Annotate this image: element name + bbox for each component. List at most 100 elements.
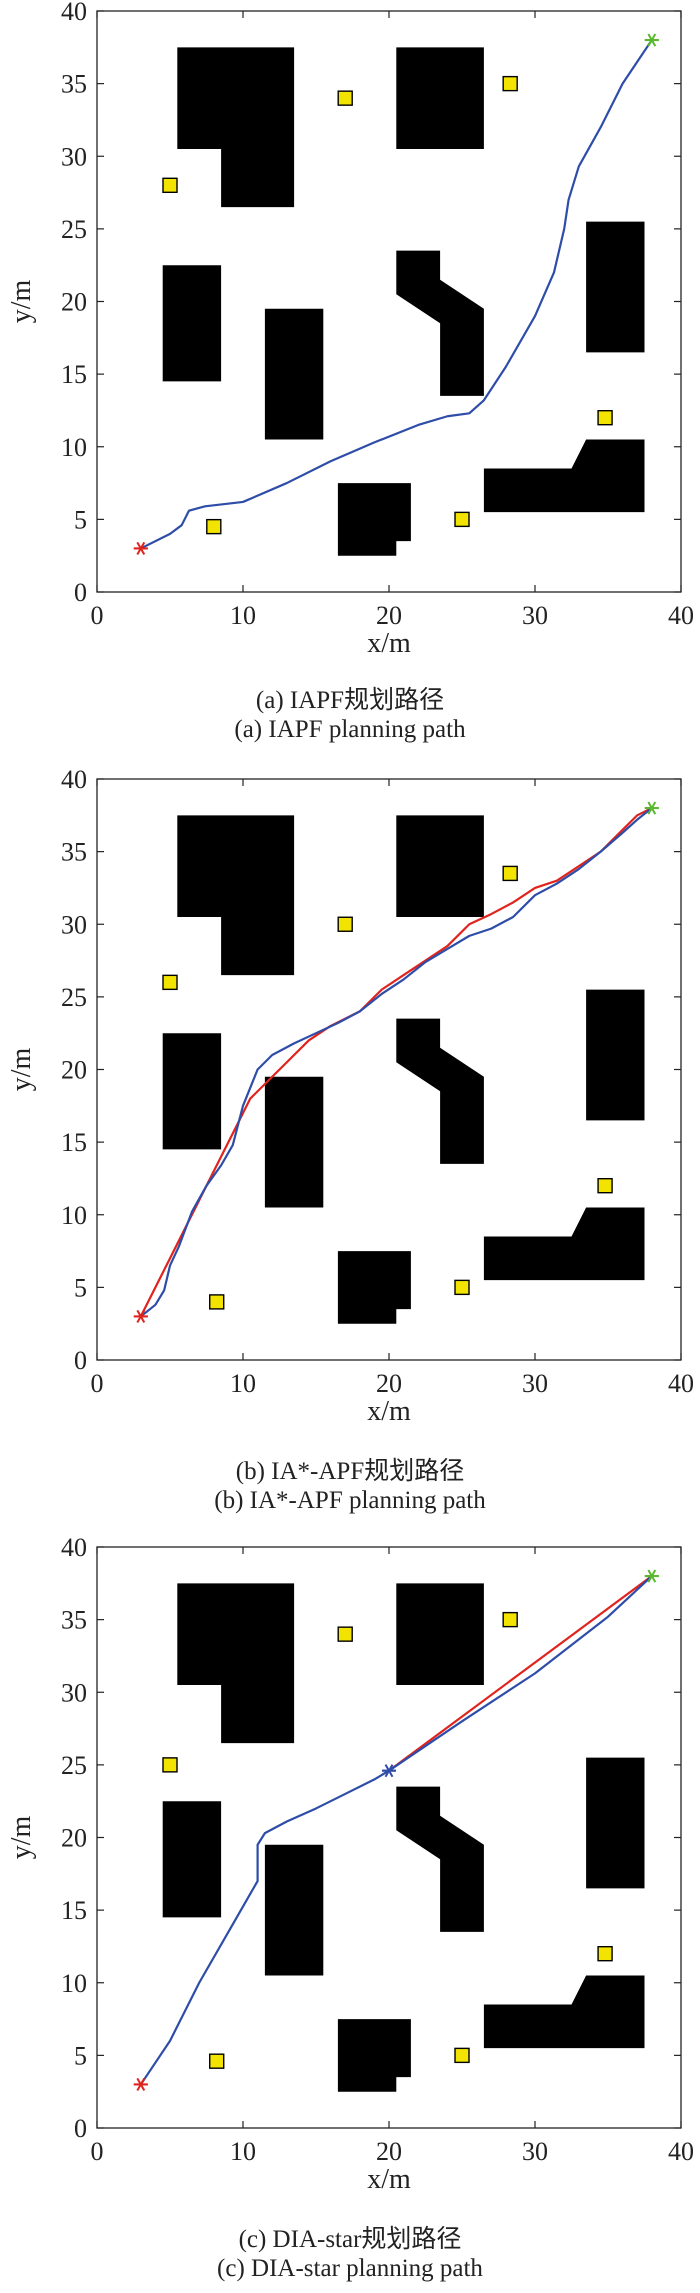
- target-marker: [337, 1626, 353, 1642]
- x-tick-label: 40: [668, 1369, 694, 1398]
- x-tick-label: 30: [522, 601, 548, 630]
- obstacle: [396, 1786, 484, 1932]
- x-tick-label: 20: [376, 2137, 402, 2166]
- obstacle: [162, 1033, 222, 1150]
- caption-c-en: (c) DIA-star planning path: [217, 2255, 483, 2282]
- y-tick-label: 35: [61, 1606, 87, 1635]
- caption-b-en: (b) IA*-APF planning path: [214, 1487, 486, 1514]
- target-marker: [162, 1757, 178, 1773]
- x-axis-label: x/m: [367, 1396, 411, 1427]
- target-marker: [502, 1611, 518, 1628]
- y-tick-label: 5: [74, 2041, 87, 2070]
- target-marker: [454, 1279, 470, 1296]
- obstacle: [483, 1975, 645, 2049]
- y-tick-label: 30: [61, 1678, 87, 1707]
- y-tick-label: 25: [61, 983, 87, 1012]
- target-marker: [337, 90, 353, 106]
- y-tick-label: 5: [74, 505, 87, 534]
- obstacle: [483, 1207, 645, 1281]
- y-tick-label: 20: [61, 288, 87, 317]
- caption-b-cn: (b) IA*-APF规划路径: [235, 1458, 465, 1485]
- y-tick-label: 0: [74, 2114, 87, 2143]
- obstacle: [264, 1844, 324, 1976]
- path-line: [139, 38, 653, 550]
- goal-marker: [644, 1569, 659, 1583]
- panel-c: 0 10 20 30 40 0 5 10 15 20 25 30 35 40 x/m y/m (c) DIA-…: [0, 1533, 700, 2282]
- obstacle: [396, 815, 484, 917]
- obstacle: [483, 439, 645, 513]
- y-tick-label: 15: [61, 1128, 87, 1157]
- x-tick-label: 30: [522, 1369, 548, 1398]
- obstacle: [177, 815, 295, 976]
- x-tick-label: 0: [91, 1369, 104, 1398]
- path-line: [139, 806, 653, 1318]
- chart-a: 0 10 20 30 40 0 5 10 15 20 25 30 35 40 x/m y/m: [6, 0, 694, 659]
- start-marker: [133, 541, 148, 555]
- y-tick-label: 15: [61, 360, 87, 389]
- path-line: [139, 1574, 653, 2086]
- goal-marker: [644, 801, 659, 815]
- obstacle: [586, 989, 645, 1121]
- target-marker: [209, 1294, 225, 1310]
- y-tick-label: 10: [61, 1201, 87, 1230]
- y-tick-label: 0: [74, 578, 87, 607]
- y-tick-label: 25: [61, 215, 87, 244]
- path-line: [139, 806, 653, 1318]
- target-marker: [597, 410, 613, 426]
- x-tick-label: 10: [230, 2137, 256, 2166]
- target-marker: [597, 1178, 613, 1194]
- obstacle: [396, 1583, 484, 1685]
- y-tick-label: 30: [61, 142, 87, 171]
- target-marker: [502, 75, 518, 92]
- x-axis-label: x/m: [367, 2164, 411, 2195]
- obstacle: [337, 1251, 411, 1324]
- target-marker: [337, 916, 353, 932]
- x-tick-label: 20: [376, 1369, 402, 1398]
- x-tick-label: 20: [376, 601, 402, 630]
- waypoint-marker: [382, 1764, 396, 1778]
- caption-a-en: (a) IAPF planning path: [234, 716, 466, 743]
- x-tick-label: 40: [668, 601, 694, 630]
- y-tick-label: 25: [61, 1751, 87, 1780]
- x-tick-label: 0: [91, 2137, 104, 2166]
- start-marker: [133, 1309, 148, 1323]
- y-tick-label: 15: [61, 1896, 87, 1925]
- goal-marker: [644, 33, 659, 47]
- x-tick-label: 10: [230, 601, 256, 630]
- target-marker: [206, 518, 222, 535]
- y-tick-label: 30: [61, 910, 87, 939]
- obstacle: [396, 1018, 484, 1164]
- x-tick-label: 10: [230, 1369, 256, 1398]
- y-tick-label: 5: [74, 1273, 87, 1302]
- obstacle: [264, 1076, 324, 1208]
- obstacle: [162, 265, 222, 382]
- y-axis-label: y/m: [6, 1048, 37, 1092]
- target-marker: [209, 2053, 225, 2069]
- chart-c: 0 10 20 30 40 0 5 10 15 20 25 30 35 40 x/m y/m: [6, 1533, 694, 2195]
- y-tick-label: 10: [61, 433, 87, 462]
- y-tick-label: 35: [61, 838, 87, 867]
- y-axis-label: y/m: [6, 1816, 37, 1860]
- path-line: [387, 1574, 653, 1772]
- target-marker: [162, 974, 178, 991]
- y-tick-label: 40: [61, 765, 87, 794]
- y-tick-label: 40: [61, 0, 87, 26]
- y-tick-label: 20: [61, 1824, 87, 1853]
- target-marker: [454, 2047, 470, 2064]
- panel-a: 0 10 20 30 40 0 5 10 15 20 25 30 35 40 x/m y/m (a) IAPF…: [0, 0, 700, 743]
- start-marker: [133, 2077, 148, 2091]
- target-marker: [502, 865, 518, 882]
- obstacle: [162, 1801, 222, 1918]
- obstacle: [396, 250, 484, 396]
- y-axis-label: y/m: [6, 280, 37, 324]
- obstacle: [586, 1757, 645, 1889]
- x-axis-label: x/m: [367, 628, 411, 659]
- y-tick-label: 10: [61, 1969, 87, 1998]
- chart-b: 0 10 20 30 40 0 5 10 15 20 25 30 35 40 x/m y/m: [6, 765, 694, 1427]
- obstacle: [264, 308, 324, 440]
- x-tick-label: 0: [91, 601, 104, 630]
- caption-c-cn: (c) DIA-star规划路径: [238, 2226, 462, 2253]
- y-tick-label: 40: [61, 1533, 87, 1562]
- obstacle: [177, 1583, 295, 1744]
- obstacle: [337, 2019, 411, 2092]
